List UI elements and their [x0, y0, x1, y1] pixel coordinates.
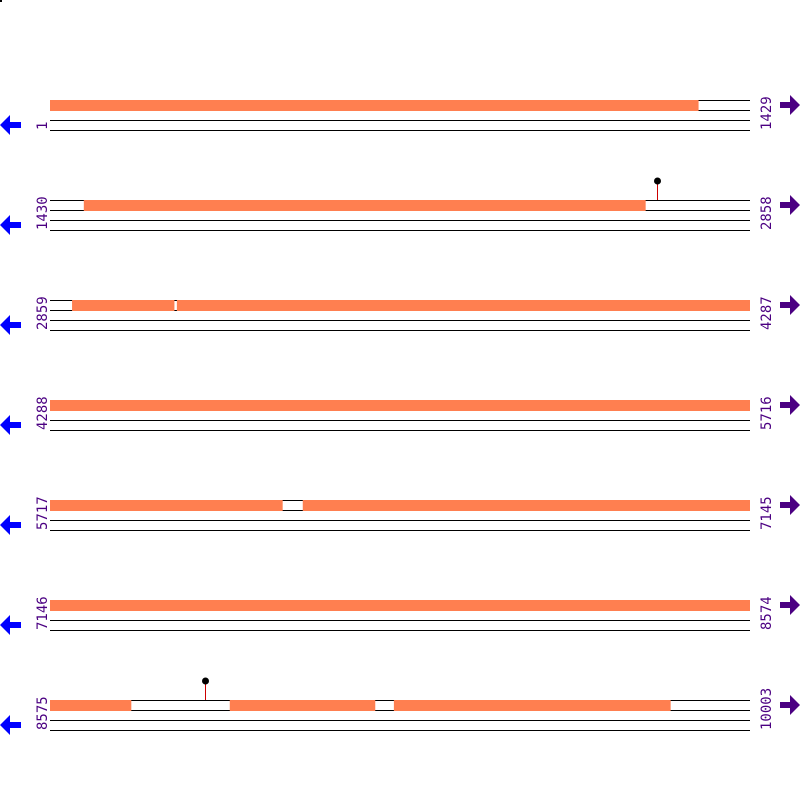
marker-head	[654, 177, 661, 185]
marker-head	[202, 677, 209, 685]
row-start-label: 2859	[35, 296, 51, 330]
arrow-left-icon	[0, 115, 21, 135]
arrow-right-icon	[780, 695, 800, 715]
row-end-label: 10003	[759, 688, 775, 730]
feature-bar	[50, 400, 750, 411]
row-start-label: 5717	[35, 496, 51, 530]
row-end-label: 2858	[759, 196, 775, 230]
arrow-left-icon	[0, 415, 21, 435]
sequence-row: 8575 10003	[0, 677, 800, 735]
sequence-row: 2859 4287	[0, 295, 800, 335]
row-start-label: 8575	[35, 696, 51, 730]
feature-bar	[229, 700, 376, 711]
arrow-right-icon	[780, 595, 800, 615]
row-end-label: 8574	[759, 596, 775, 630]
feature-bar	[302, 500, 750, 511]
feature-bar	[50, 100, 699, 111]
arrow-right-icon	[780, 495, 800, 515]
row-end-label: 1429	[759, 96, 775, 130]
arrow-right-icon	[780, 295, 800, 315]
feature-bar	[72, 300, 175, 311]
arrow-right-icon	[780, 95, 800, 115]
row-start-label: 4288	[35, 396, 51, 430]
arrow-left-icon	[0, 515, 21, 535]
sequence-row: 4288 5716	[0, 395, 800, 435]
feature-bar	[393, 700, 671, 711]
arrow-left-icon	[0, 715, 21, 735]
row-end-label: 5716	[759, 396, 775, 430]
arrow-left-icon	[0, 215, 21, 235]
sequence-row: 1 1429	[0, 95, 800, 135]
arrow-left-icon	[0, 615, 21, 635]
row-end-label: 7145	[759, 496, 775, 530]
feature-bar	[50, 600, 750, 611]
feature-bar	[50, 700, 132, 711]
feature-bar	[83, 200, 646, 211]
arrow-left-icon	[0, 315, 21, 335]
corner-dot	[0, 0, 2, 2]
feature-bar	[176, 300, 750, 311]
sequence-row: 5717 7145	[0, 495, 800, 535]
arrow-right-icon	[780, 395, 800, 415]
sequence-row: 1430 2858	[0, 177, 800, 235]
row-start-label: 1	[35, 122, 51, 130]
row-start-label: 7146	[35, 596, 51, 630]
row-start-label: 1430	[35, 196, 51, 230]
arrow-right-icon	[780, 195, 800, 215]
row-end-label: 4287	[759, 296, 775, 330]
feature-bar	[50, 500, 283, 511]
sequence-row: 7146 8574	[0, 595, 800, 635]
